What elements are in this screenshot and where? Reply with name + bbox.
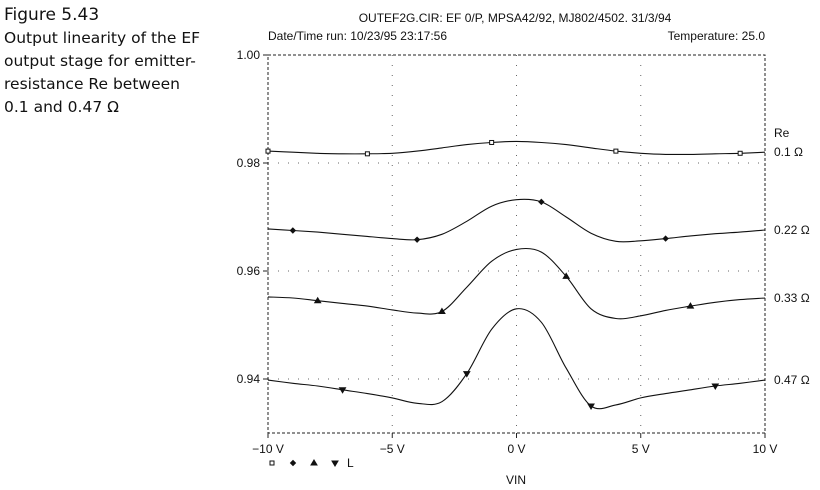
data-point-marker xyxy=(364,151,370,157)
figure-number: Figure 5.43 xyxy=(4,5,100,25)
x-axis-label: VIN xyxy=(506,473,526,487)
y-tick-label: 0.98 xyxy=(237,156,261,170)
figure-caption: Figure 5.43 Output linearity of the EF o… xyxy=(4,4,204,119)
series-label: 0.1 Ω xyxy=(774,145,803,159)
data-point-marker xyxy=(313,296,322,304)
plot-frame xyxy=(267,54,766,434)
data-point-marker xyxy=(413,236,421,243)
series-markers xyxy=(265,139,743,410)
y-tick-label: 0.94 xyxy=(237,372,261,386)
data-point-marker xyxy=(686,302,695,309)
legend-symbol xyxy=(289,459,297,467)
legend-symbol xyxy=(269,460,275,466)
data-point-marker xyxy=(538,198,545,206)
x-tick-label: 0 V xyxy=(507,442,525,456)
run-info: Date/Time run: 10/23/95 23:17:56 xyxy=(268,29,447,43)
data-point-marker xyxy=(587,403,595,410)
figure-caption-text: Output linearity of the EF output stage … xyxy=(4,29,201,116)
data-point-marker xyxy=(737,150,743,156)
data-point-marker xyxy=(662,235,669,242)
series-label: 0.22 Ω xyxy=(774,223,810,237)
data-point-marker xyxy=(462,371,471,378)
grid xyxy=(268,55,765,433)
series-labels: 0.1 Ω 0.22 Ω 0.33 Ω 0.47 Ω xyxy=(774,145,810,387)
data-point-marker xyxy=(438,307,446,314)
data-point-marker xyxy=(489,139,495,145)
temperature: Temperature: 25.0 xyxy=(668,29,766,43)
x-tick-label: −5 V xyxy=(380,442,405,456)
legend-symbol xyxy=(331,460,339,467)
data-point-marker xyxy=(265,148,271,154)
series-line xyxy=(267,198,766,243)
series-line xyxy=(267,140,766,155)
x-tick-label: 5 V xyxy=(632,442,650,456)
legend-symbol-row xyxy=(269,459,339,467)
series-line xyxy=(267,247,766,320)
data-point-marker xyxy=(562,272,571,279)
data-point-marker xyxy=(711,383,720,390)
data-point-marker xyxy=(613,148,619,154)
data-point-marker xyxy=(289,227,297,234)
y-tick-label: 1.00 xyxy=(237,48,261,62)
chart-title: OUTEF2G.CIR: EF 0/P, MPSA42/92, MJ802/45… xyxy=(359,11,672,25)
series-lines xyxy=(267,140,766,410)
x-tick-label: −10 V xyxy=(252,442,284,456)
y-tick-label: 0.96 xyxy=(237,264,261,278)
series-line xyxy=(267,308,766,410)
legend-title: Re xyxy=(774,126,790,140)
x-tick-label: 10 V xyxy=(753,442,778,456)
legend-row-label: L xyxy=(347,456,354,470)
legend-symbol xyxy=(310,459,318,466)
series-label: 0.33 Ω xyxy=(774,291,810,305)
series-label: 0.47 Ω xyxy=(774,373,810,387)
axis-ticks: −10 V −5 V 0 V 5 V 10 V 0.94 0.96 0.98 1.00 xyxy=(237,48,778,456)
data-point-marker xyxy=(338,387,347,394)
